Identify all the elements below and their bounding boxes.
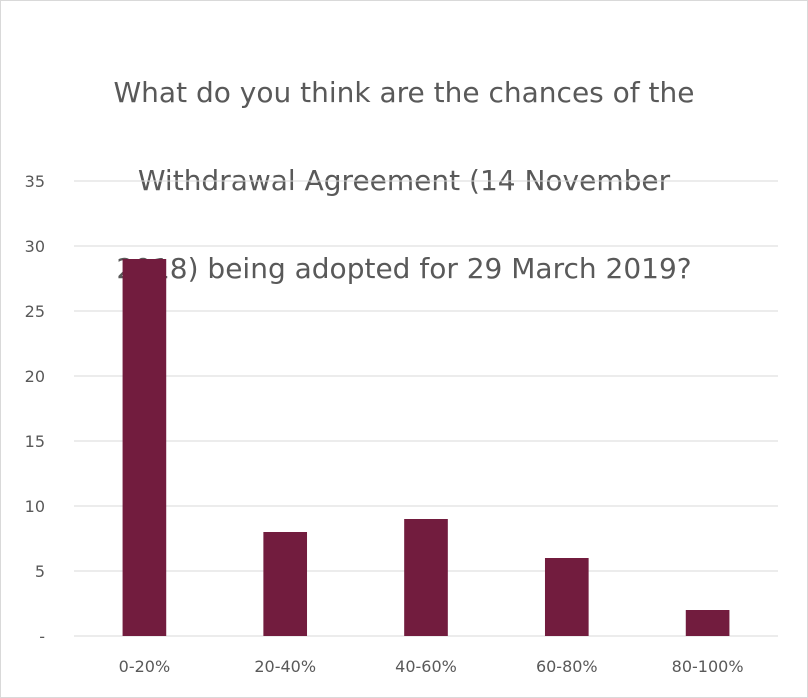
bar-20-40%: [263, 532, 308, 636]
x-tick-label: 80-100%: [672, 657, 744, 676]
bars: [122, 259, 730, 636]
x-axis-ticks: 0-20% 20-40% 40-60% 60-80% 80-100%: [119, 657, 744, 676]
y-axis-ticks: - 5 10 15 20 25 30 35: [25, 172, 45, 646]
bar-0-20%: [122, 259, 167, 636]
x-tick-label: 40-60%: [395, 657, 457, 676]
x-tick-label: 60-80%: [536, 657, 598, 676]
bar-40-60%: [404, 519, 448, 636]
bar-80-100%: [685, 610, 730, 636]
y-tick-label: 15: [25, 432, 45, 451]
x-tick-label: 20-40%: [254, 657, 316, 676]
y-tick-label: 25: [25, 302, 45, 321]
chart-title-line-1: What do you think are the chances of the: [113, 76, 695, 109]
y-tick-label: 5: [35, 562, 45, 581]
y-tick-label: 30: [25, 237, 45, 256]
y-tick-label: 20: [25, 367, 45, 386]
x-tick-label: 0-20%: [119, 657, 171, 676]
y-tick-label: 35: [25, 172, 45, 191]
y-tick-label: -: [39, 627, 45, 646]
bar-60-80%: [544, 558, 589, 636]
y-tick-label: 10: [25, 497, 45, 516]
